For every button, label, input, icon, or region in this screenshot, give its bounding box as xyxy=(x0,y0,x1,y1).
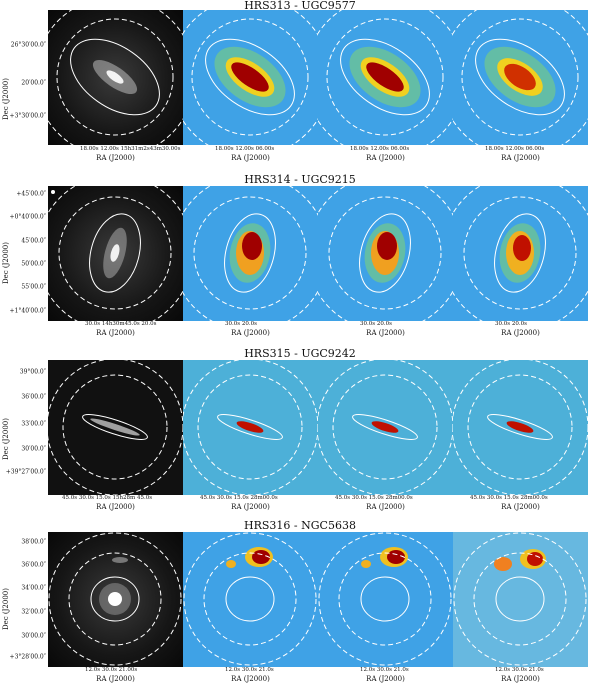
x-axis-label: RA (J2000) xyxy=(366,675,405,683)
optical-image xyxy=(48,532,183,667)
x-axis-label: RA (J2000) xyxy=(366,329,405,337)
x-tick: 45.0s 30.0s 15.0s 28m00.0s xyxy=(200,495,278,501)
x-tick: 12.0s 30.0s 21.00s xyxy=(85,667,138,673)
x-axis-label: RA (J2000) xyxy=(231,503,270,511)
optical-image xyxy=(48,360,183,495)
y-tick: 34′00.0″ xyxy=(21,584,46,592)
x-axis-label: RA (J2000) xyxy=(231,154,270,162)
x-axis-label: RA (J2000) xyxy=(96,154,135,162)
y-tick: 55′00.0″ xyxy=(21,283,46,291)
x-tick: 18.00s 12.00s 06.00s xyxy=(485,146,545,152)
y-tick: 36′00.0″ xyxy=(21,393,46,401)
y-tick: +1°40′00.0″ xyxy=(9,307,46,315)
y-tick: 39°00.0″ xyxy=(19,368,46,376)
y-tick: 45′00.0″ xyxy=(21,237,46,245)
x-axis-label: RA (J2000) xyxy=(231,675,270,683)
row-title: HRS314 - UGC9215 xyxy=(244,173,356,186)
y-tick: 26°30′00.0″ xyxy=(10,41,46,49)
row-title: HRS316 - NGC5638 xyxy=(244,519,356,532)
y-tick: +39°27′00.0″ xyxy=(5,468,46,476)
x-tick: 12.0s 30.0s 21.0s xyxy=(360,667,409,673)
x-axis-label: RA (J2000) xyxy=(501,329,540,337)
y-tick: 33′00.0″ xyxy=(21,420,46,428)
x-axis-label: RA (J2000) xyxy=(501,154,540,162)
heatmap-panel xyxy=(453,532,588,667)
y-tick: 30′00.0″ xyxy=(21,445,46,453)
y-tick: 50′00.0″ xyxy=(21,260,46,268)
y-tick: +0°40′00.0″ xyxy=(9,213,46,221)
x-tick: 12.0s 30.0s 21.0s xyxy=(225,667,274,673)
optical-image xyxy=(48,10,183,145)
x-tick: 30.0s 20.0s xyxy=(225,321,257,327)
x-axis-label: RA (J2000) xyxy=(96,503,135,511)
y-tick: 38′00.0″ xyxy=(21,538,46,546)
y-tick: 36′00.0″ xyxy=(21,561,46,569)
y-tick: 20′00.0″ xyxy=(21,79,46,87)
x-tick: 30.0s 20.0s xyxy=(360,321,392,327)
x-axis-label: RA (J2000) xyxy=(366,154,405,162)
row-title: HRS313 - UGC9577 xyxy=(244,0,356,12)
heatmap-panel xyxy=(453,186,588,321)
optical-image xyxy=(48,186,183,321)
heatmap-panel xyxy=(318,532,453,667)
heatmap-panel xyxy=(183,186,318,321)
y-tick: +3°28′00.0″ xyxy=(9,653,46,661)
heatmap-panel xyxy=(183,360,318,495)
y-tick: +3°30′00.0″ xyxy=(9,112,46,120)
x-tick: 45.0s 30.0s 15.0s 28m00.0s xyxy=(470,495,548,501)
x-axis-label: RA (J2000) xyxy=(96,675,135,683)
galaxy-row-1: HRS313 - UGC9577 26°30′00.0″ 20′00.0″ +3… xyxy=(0,0,600,170)
x-tick: 18.00s 12.00s 06.00s xyxy=(215,146,275,152)
y-axis-label: Dec (J2000) xyxy=(2,418,10,460)
heatmap-panel xyxy=(318,186,453,321)
x-tick: 30.0s 20.0s xyxy=(495,321,527,327)
heatmap-panel xyxy=(183,10,318,145)
heatmap-panel xyxy=(453,10,588,145)
x-axis-label: RA (J2000) xyxy=(366,503,405,511)
x-axis-label: RA (J2000) xyxy=(501,675,540,683)
x-axis-label: RA (J2000) xyxy=(231,329,270,337)
heatmap-panel xyxy=(318,360,453,495)
heatmap-panel xyxy=(318,10,453,145)
heatmap-panel xyxy=(183,532,318,667)
galaxy-row-3: HRS315 - UGC9242 39°00.0″ 36′00.0″ 33′00… xyxy=(0,347,600,518)
y-tick: +45′00.0″ xyxy=(16,190,46,198)
galaxy-row-2: HRS314 - UGC9215 +45′00.0″ +0°40′00.0″ 4… xyxy=(0,173,600,344)
x-tick: 45.0s 30.0s 15.0s 15h28m 45.0s xyxy=(62,495,153,501)
y-tick: 30′00.0″ xyxy=(21,632,46,640)
x-tick: 30.0s 14h30m45.0s 20.0s xyxy=(85,321,157,327)
x-axis-label: RA (J2000) xyxy=(501,503,540,511)
y-axis-label: Dec (J2000) xyxy=(2,588,10,630)
heatmap-panel xyxy=(453,360,588,495)
x-tick: 12.0s 30.0s 21.0s xyxy=(495,667,544,673)
y-tick: 32′00.0″ xyxy=(21,608,46,616)
x-axis-label: RA (J2000) xyxy=(96,329,135,337)
galaxy-row-4: HRS316 - NGC5638 38′00.0″ 36′00.0″ 34′00… xyxy=(0,519,600,685)
x-tick: 18.00s 12.00s 06.00s xyxy=(350,146,410,152)
y-axis-label: Dec (J2000) xyxy=(2,242,10,284)
row-title: HRS315 - UGC9242 xyxy=(244,347,356,360)
y-axis-label: Dec (J2000) xyxy=(2,78,10,120)
x-tick: 18.00s 12.00s 15h31m2s43m30.00s xyxy=(80,146,181,152)
x-tick: 45.0s 30.0s 15.0s 28m00.0s xyxy=(335,495,413,501)
